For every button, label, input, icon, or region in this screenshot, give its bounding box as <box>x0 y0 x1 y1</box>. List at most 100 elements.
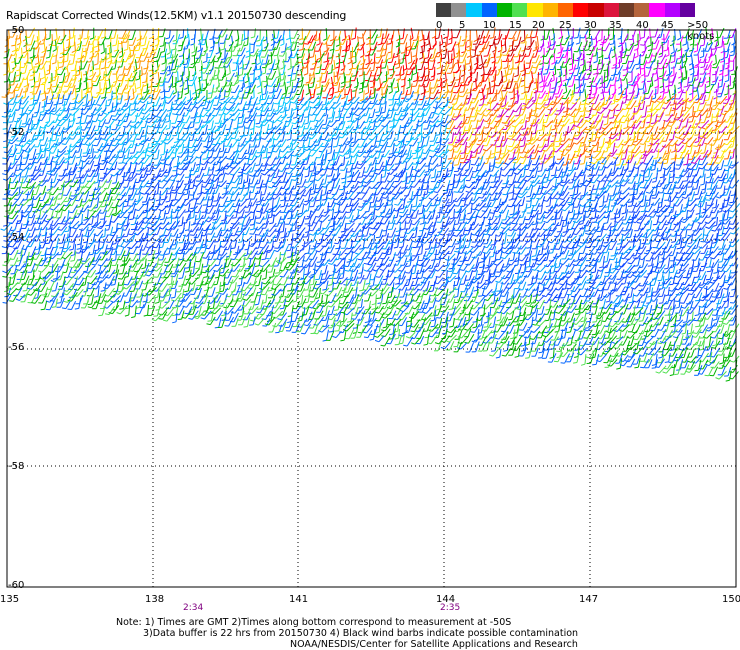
wind-barb <box>234 112 241 121</box>
wind-barb-tick <box>369 128 374 131</box>
wind-barb <box>104 87 108 98</box>
wind-barb <box>176 33 181 44</box>
wind-barb <box>440 113 444 122</box>
wind-barb-tick <box>291 122 296 125</box>
wind-barb <box>558 53 565 64</box>
wind-barb <box>121 47 124 56</box>
wind-barb <box>594 127 601 136</box>
wind-barb <box>96 88 103 98</box>
wind-barb <box>36 64 41 73</box>
wind-barb <box>710 47 713 56</box>
wind-barb-tick <box>113 49 118 52</box>
wind-barb-tick <box>101 159 106 162</box>
wind-barb <box>155 64 161 75</box>
wind-barb-tick <box>671 150 676 153</box>
wind-barb-tick <box>308 148 313 151</box>
wind-barb <box>320 72 323 81</box>
wind-barb <box>421 70 426 81</box>
wind-barb-tick <box>531 110 536 112</box>
wind-barb-tick <box>531 36 536 39</box>
wind-barb <box>272 40 276 51</box>
wind-barb <box>403 33 408 44</box>
wind-barb-tick <box>311 62 316 65</box>
wind-barb <box>326 52 329 62</box>
wind-barb <box>181 144 185 153</box>
wind-barb <box>331 64 333 73</box>
wind-barb <box>362 45 365 56</box>
wind-barb <box>355 60 361 70</box>
wind-barb-tick <box>64 49 69 52</box>
wind-barb <box>83 51 88 62</box>
wind-barb-tick <box>279 85 284 87</box>
wind-barb <box>240 93 244 104</box>
wind-barb-tick <box>316 66 321 69</box>
wind-barb <box>320 84 323 94</box>
wind-barb <box>421 58 426 70</box>
wind-barb <box>325 47 330 56</box>
wind-barb <box>30 58 34 69</box>
wind-barb <box>313 46 316 57</box>
wind-barb-tick <box>658 128 663 130</box>
wind-barb-tick <box>663 119 668 122</box>
wind-barb-tick <box>585 150 590 153</box>
wind-barb <box>457 42 461 53</box>
wind-barb <box>127 60 134 70</box>
wind-barb <box>398 59 401 68</box>
wind-barb <box>216 70 220 80</box>
wind-barb-tick <box>610 102 615 105</box>
wind-barb <box>293 59 299 68</box>
wind-barb-tick <box>686 107 691 110</box>
wind-barb <box>92 60 94 70</box>
wind-barb-tick <box>256 62 261 66</box>
wind-barb-tick <box>329 48 334 51</box>
wind-barb <box>512 82 517 93</box>
wind-barb-tick <box>444 36 449 39</box>
wind-barb <box>175 64 180 73</box>
wind-barb-tick <box>360 132 365 135</box>
wind-barb <box>342 65 346 74</box>
wind-barb <box>703 53 708 63</box>
wind-barb-tick <box>370 97 375 100</box>
wind-barb <box>524 120 527 129</box>
wind-barb-tick <box>579 110 584 113</box>
wind-barb <box>427 71 430 81</box>
wind-barb <box>217 29 224 39</box>
wind-barb-tick <box>473 39 478 43</box>
wind-barb-tick <box>296 108 301 111</box>
wind-barb <box>628 112 636 122</box>
wind-barb-tick <box>670 74 675 77</box>
wind-barb <box>228 81 233 92</box>
wind-barb <box>232 95 240 104</box>
wind-barb <box>146 83 149 92</box>
wind-barb-tick <box>134 49 140 52</box>
wind-barb-tick <box>235 63 241 65</box>
wind-barb <box>547 77 553 87</box>
wind-barb <box>468 130 474 141</box>
wind-barb-tick <box>425 90 430 93</box>
wind-barb <box>376 71 383 81</box>
wind-barb-tick <box>141 81 147 84</box>
wind-barb <box>493 52 496 62</box>
wind-barb-tick <box>238 116 243 119</box>
wind-barb <box>584 89 587 100</box>
wind-barb-tick <box>179 55 184 57</box>
wind-barb <box>318 64 322 74</box>
wind-barb <box>665 60 671 69</box>
wind-barb <box>616 95 624 103</box>
wind-barb-tick <box>207 128 212 131</box>
wind-barb-tick <box>525 48 530 50</box>
wind-barb <box>242 77 245 87</box>
wind-barb <box>569 41 575 51</box>
wind-barb <box>315 30 318 40</box>
wind-barb <box>343 52 347 63</box>
wind-barb-tick <box>339 73 344 75</box>
wind-barb-tick <box>482 148 487 152</box>
wind-barb-tick <box>82 104 87 107</box>
wind-barb <box>528 65 534 74</box>
wind-barb-tick <box>286 138 291 141</box>
wind-barb <box>606 77 612 88</box>
wind-barb <box>169 119 171 129</box>
wind-barb-tick <box>521 91 526 95</box>
wind-barb <box>534 63 539 74</box>
wind-barb <box>132 77 137 87</box>
